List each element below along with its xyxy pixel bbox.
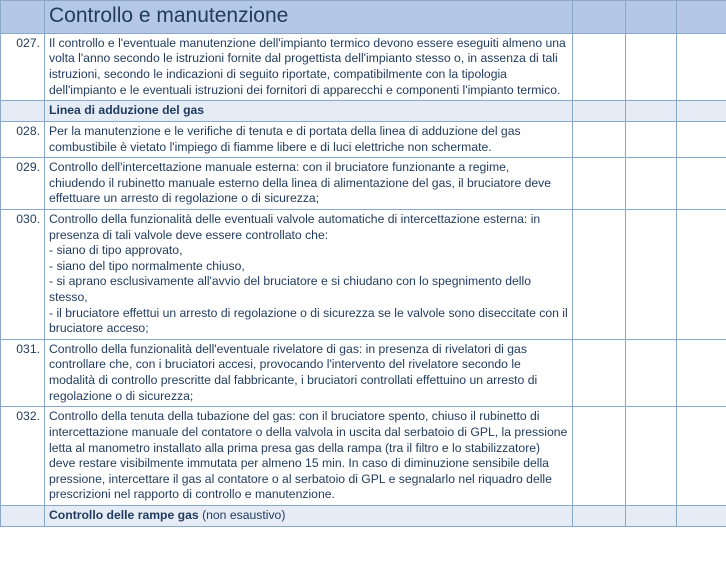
- row-text: Controllo della funzionalità delle event…: [45, 209, 573, 339]
- row-text: Per la manutenzione e le verifiche di te…: [45, 121, 573, 157]
- table-row: 032. Controllo della tenuta della tubazi…: [1, 407, 726, 506]
- sub-num-cell: [1, 505, 45, 526]
- row-col-b: [626, 209, 677, 339]
- row-col-a: [573, 121, 626, 157]
- subsection-row: Linea di adduzione del gas: [1, 101, 726, 122]
- header-col-b: [626, 1, 677, 34]
- table-row: 030. Controllo della funzionalità delle …: [1, 209, 726, 339]
- row-col-c: [677, 158, 726, 210]
- row-col-b: [626, 33, 677, 100]
- row-col-a: [573, 209, 626, 339]
- row-col-c: [677, 407, 726, 506]
- row-text: Il controllo e l'eventuale manutenzione …: [45, 33, 573, 100]
- sub-num-cell: [1, 101, 45, 122]
- row-num: 028.: [1, 121, 45, 157]
- header-num-cell: [1, 1, 45, 34]
- row-text: Controllo della funzionalità dell'eventu…: [45, 339, 573, 406]
- sub-col-b: [626, 505, 677, 526]
- row-col-a: [573, 407, 626, 506]
- row-col-c: [677, 339, 726, 406]
- row-col-b: [626, 339, 677, 406]
- row-col-b: [626, 407, 677, 506]
- sub-label-suffix: (non esaustivo): [202, 508, 285, 522]
- table-row: 029. Controllo dell'intercettazione manu…: [1, 158, 726, 210]
- row-col-a: [573, 158, 626, 210]
- header-col-c: [677, 1, 726, 34]
- row-col-c: [677, 209, 726, 339]
- sub-col-a: [573, 101, 626, 122]
- row-num: 029.: [1, 158, 45, 210]
- header-title: Controllo e manutenzione: [45, 1, 573, 34]
- row-col-c: [677, 33, 726, 100]
- table-row: 031. Controllo della funzionalità dell'e…: [1, 339, 726, 406]
- row-text: Controllo della tenuta della tubazione d…: [45, 407, 573, 506]
- sub-col-c: [677, 101, 726, 122]
- header-col-a: [573, 1, 626, 34]
- row-text: Controllo dell'intercettazione manuale e…: [45, 158, 573, 210]
- subsection-row: Controllo delle rampe gas (non esaustivo…: [1, 505, 726, 526]
- row-col-a: [573, 33, 626, 100]
- row-num: 027.: [1, 33, 45, 100]
- row-num: 032.: [1, 407, 45, 506]
- sub-col-c: [677, 505, 726, 526]
- sub-label-cell: Controllo delle rampe gas (non esaustivo…: [45, 505, 573, 526]
- row-num: 031.: [1, 339, 45, 406]
- row-num: 030.: [1, 209, 45, 339]
- table-row: 027. Il controllo e l'eventuale manutenz…: [1, 33, 726, 100]
- row-col-b: [626, 121, 677, 157]
- header-row: Controllo e manutenzione: [1, 1, 726, 34]
- row-col-c: [677, 121, 726, 157]
- sub-col-a: [573, 505, 626, 526]
- sub-label-cell: Linea di adduzione del gas: [45, 101, 573, 122]
- sub-col-b: [626, 101, 677, 122]
- row-col-a: [573, 339, 626, 406]
- row-col-b: [626, 158, 677, 210]
- table-row: 028. Per la manutenzione e le verifiche …: [1, 121, 726, 157]
- sub-label: Linea di adduzione del gas: [49, 103, 204, 117]
- maintenance-table: Controllo e manutenzione 027. Il control…: [0, 0, 726, 527]
- sub-label-bold: Controllo delle rampe gas: [49, 508, 202, 522]
